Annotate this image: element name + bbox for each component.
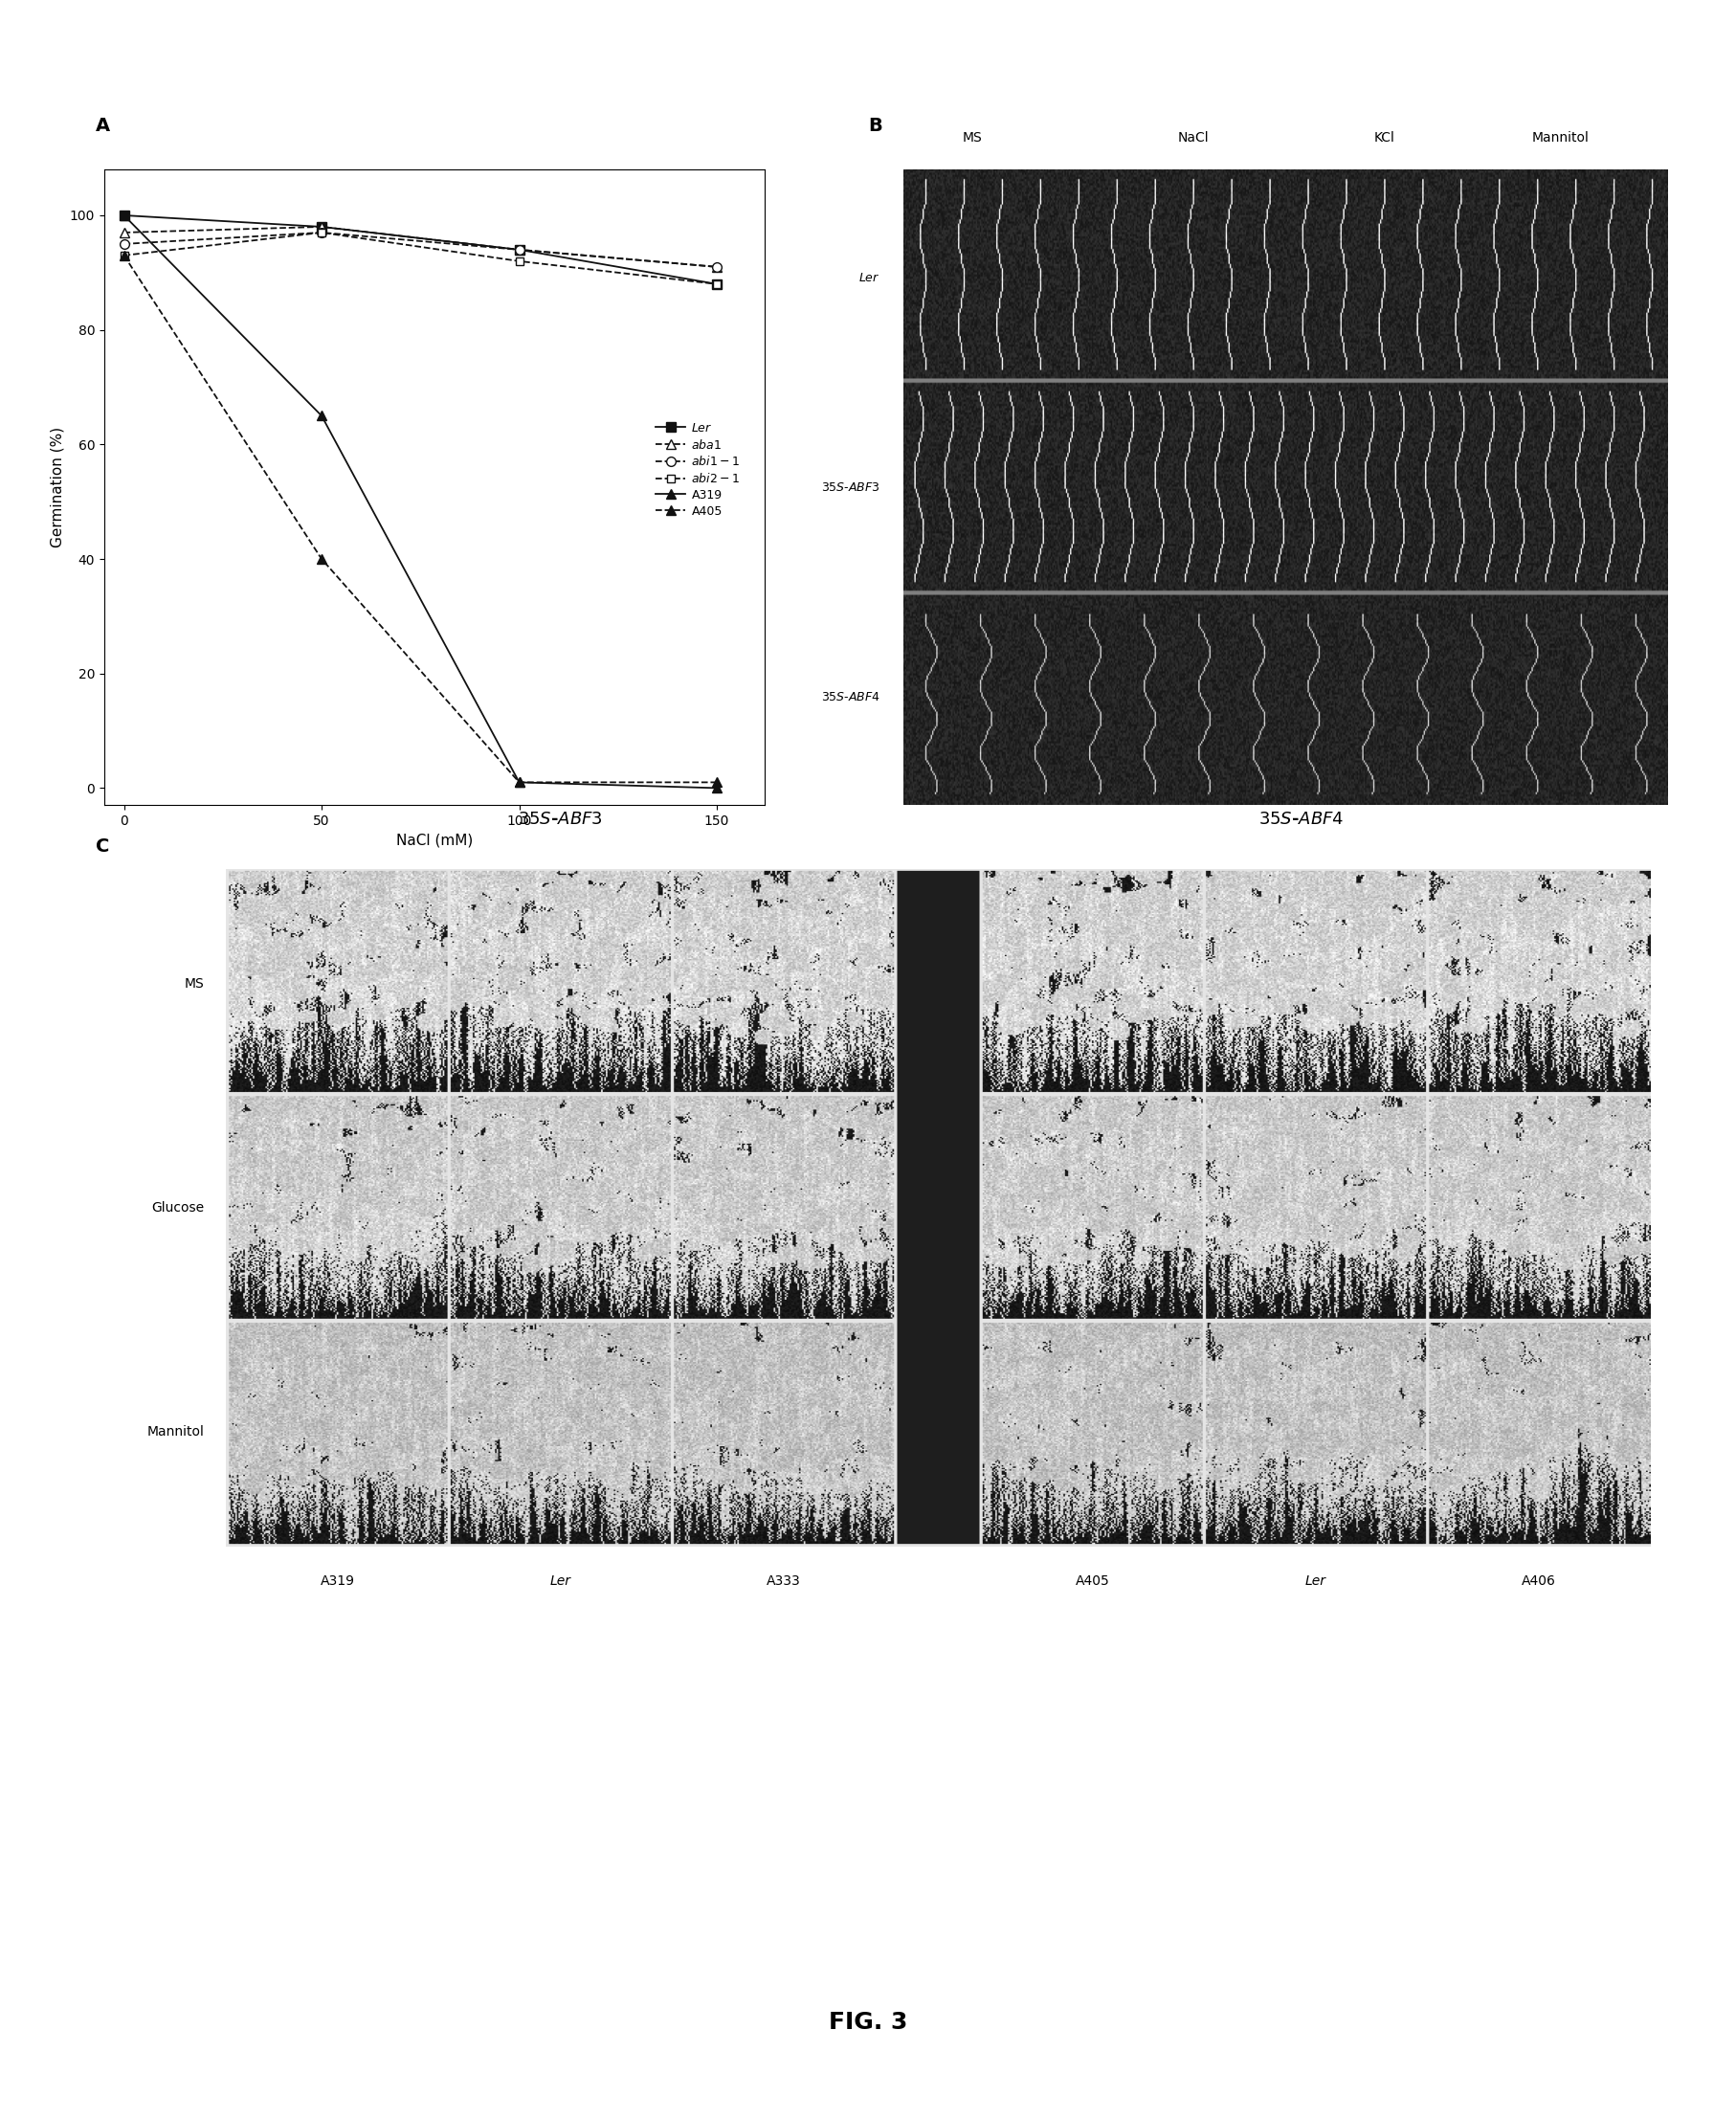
Text: B: B — [868, 117, 882, 136]
Text: $\it{35S}$-$\it{ABF3}$: $\it{35S}$-$\it{ABF3}$ — [821, 481, 880, 494]
Text: $\it{35S}$-$\it{ABF4}$: $\it{35S}$-$\it{ABF4}$ — [821, 691, 880, 704]
Text: A319: A319 — [319, 1574, 354, 1587]
Text: KCl: KCl — [1373, 131, 1394, 144]
Text: Glucose: Glucose — [151, 1201, 205, 1214]
Text: A405: A405 — [1075, 1574, 1109, 1587]
X-axis label: NaCl (mM): NaCl (mM) — [396, 833, 472, 848]
Text: Ler: Ler — [1304, 1574, 1325, 1587]
Text: MS: MS — [962, 131, 981, 144]
Text: NaCl: NaCl — [1177, 131, 1208, 144]
Text: A333: A333 — [766, 1574, 800, 1587]
Text: FIG. 3: FIG. 3 — [828, 2011, 908, 2034]
Y-axis label: Germination (%): Germination (%) — [50, 428, 64, 547]
Text: $\it{35S}$-$\it{ABF3}$: $\it{35S}$-$\it{ABF3}$ — [517, 812, 602, 829]
Text: Mannitol: Mannitol — [148, 1424, 205, 1439]
Text: Ler: Ler — [550, 1574, 571, 1587]
Text: A: A — [95, 117, 109, 136]
Text: $\it{Ler}$: $\it{Ler}$ — [858, 271, 880, 284]
Text: C: C — [95, 837, 109, 856]
Legend: $\it{Ler}$, $\it{aba1}$, $\it{abi1-1}$, $\it{abi2-1}$, A319, A405: $\it{Ler}$, $\it{aba1}$, $\it{abi1-1}$, … — [651, 417, 745, 521]
Text: $\it{35S}$-$\it{ABF4}$: $\it{35S}$-$\it{ABF4}$ — [1259, 812, 1344, 829]
Text: MS: MS — [184, 977, 205, 992]
Text: Mannitol: Mannitol — [1531, 131, 1588, 144]
Text: A406: A406 — [1521, 1574, 1555, 1587]
